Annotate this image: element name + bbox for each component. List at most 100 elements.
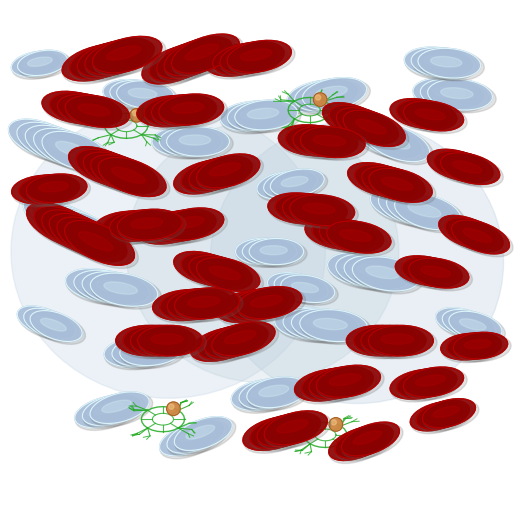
Ellipse shape	[275, 193, 340, 224]
Ellipse shape	[197, 155, 264, 191]
Ellipse shape	[224, 290, 291, 324]
Ellipse shape	[366, 266, 400, 279]
Ellipse shape	[442, 310, 496, 339]
Ellipse shape	[24, 198, 90, 240]
Ellipse shape	[25, 125, 93, 165]
Ellipse shape	[116, 325, 181, 356]
Ellipse shape	[173, 298, 205, 309]
Ellipse shape	[130, 217, 163, 228]
Ellipse shape	[327, 221, 391, 253]
Ellipse shape	[50, 93, 114, 125]
Ellipse shape	[186, 425, 215, 439]
Ellipse shape	[240, 109, 271, 119]
Ellipse shape	[96, 280, 129, 293]
Ellipse shape	[196, 258, 260, 291]
Ellipse shape	[418, 48, 481, 78]
Ellipse shape	[110, 82, 171, 111]
Ellipse shape	[240, 379, 303, 412]
Circle shape	[329, 418, 343, 431]
Ellipse shape	[355, 165, 418, 199]
Ellipse shape	[342, 114, 373, 129]
Ellipse shape	[418, 50, 484, 81]
Ellipse shape	[285, 281, 312, 291]
Ellipse shape	[31, 200, 94, 241]
Ellipse shape	[232, 381, 295, 413]
Ellipse shape	[164, 38, 236, 79]
Ellipse shape	[55, 100, 87, 112]
Ellipse shape	[238, 287, 302, 319]
Ellipse shape	[410, 259, 472, 291]
Ellipse shape	[153, 291, 221, 323]
Ellipse shape	[459, 319, 486, 330]
Ellipse shape	[247, 378, 310, 411]
Ellipse shape	[290, 196, 359, 228]
Ellipse shape	[449, 311, 502, 340]
Ellipse shape	[408, 203, 441, 217]
Ellipse shape	[423, 400, 479, 430]
Ellipse shape	[138, 325, 203, 356]
Ellipse shape	[44, 210, 75, 227]
Ellipse shape	[314, 376, 346, 388]
Ellipse shape	[48, 217, 82, 237]
Ellipse shape	[342, 423, 403, 459]
Ellipse shape	[107, 220, 139, 231]
Ellipse shape	[227, 101, 290, 130]
Ellipse shape	[379, 191, 448, 228]
Ellipse shape	[411, 48, 474, 78]
Ellipse shape	[344, 255, 412, 290]
Ellipse shape	[22, 129, 56, 146]
Ellipse shape	[19, 174, 80, 203]
Ellipse shape	[423, 399, 476, 428]
Circle shape	[132, 111, 137, 116]
Ellipse shape	[209, 266, 240, 280]
Ellipse shape	[233, 50, 265, 62]
Ellipse shape	[66, 270, 136, 305]
Ellipse shape	[129, 334, 161, 344]
Ellipse shape	[427, 408, 454, 419]
Ellipse shape	[247, 377, 307, 408]
Ellipse shape	[436, 309, 492, 340]
Ellipse shape	[27, 204, 100, 251]
Ellipse shape	[233, 110, 264, 120]
Ellipse shape	[417, 55, 448, 66]
Ellipse shape	[66, 269, 133, 302]
Ellipse shape	[34, 129, 106, 171]
Ellipse shape	[295, 369, 359, 401]
Ellipse shape	[312, 219, 376, 250]
Ellipse shape	[152, 209, 216, 242]
Ellipse shape	[446, 159, 475, 171]
Ellipse shape	[121, 88, 150, 97]
Ellipse shape	[110, 211, 178, 244]
Ellipse shape	[107, 46, 141, 60]
Ellipse shape	[50, 94, 118, 127]
Ellipse shape	[284, 310, 355, 343]
Ellipse shape	[124, 345, 156, 355]
Ellipse shape	[439, 217, 500, 252]
Ellipse shape	[359, 334, 392, 344]
Ellipse shape	[70, 42, 139, 79]
Ellipse shape	[291, 133, 324, 144]
Ellipse shape	[149, 42, 217, 81]
Ellipse shape	[87, 279, 121, 291]
Ellipse shape	[439, 215, 497, 249]
Ellipse shape	[110, 80, 167, 108]
Ellipse shape	[104, 337, 167, 367]
Ellipse shape	[103, 80, 161, 107]
Ellipse shape	[152, 96, 220, 128]
Ellipse shape	[172, 135, 203, 145]
Ellipse shape	[265, 412, 331, 447]
Ellipse shape	[409, 108, 439, 119]
Ellipse shape	[224, 331, 256, 344]
Ellipse shape	[239, 378, 299, 409]
Ellipse shape	[260, 246, 287, 255]
Ellipse shape	[212, 323, 279, 358]
Ellipse shape	[291, 282, 319, 292]
Ellipse shape	[27, 203, 97, 247]
Ellipse shape	[412, 49, 478, 80]
Ellipse shape	[117, 345, 148, 356]
Ellipse shape	[325, 227, 357, 239]
Ellipse shape	[145, 96, 213, 129]
Ellipse shape	[77, 150, 148, 191]
Ellipse shape	[329, 374, 361, 386]
Ellipse shape	[138, 327, 206, 358]
